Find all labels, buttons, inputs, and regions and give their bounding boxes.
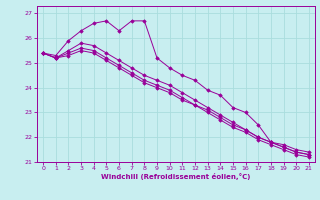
X-axis label: Windchill (Refroidissement éolien,°C): Windchill (Refroidissement éolien,°C) [101, 173, 251, 180]
